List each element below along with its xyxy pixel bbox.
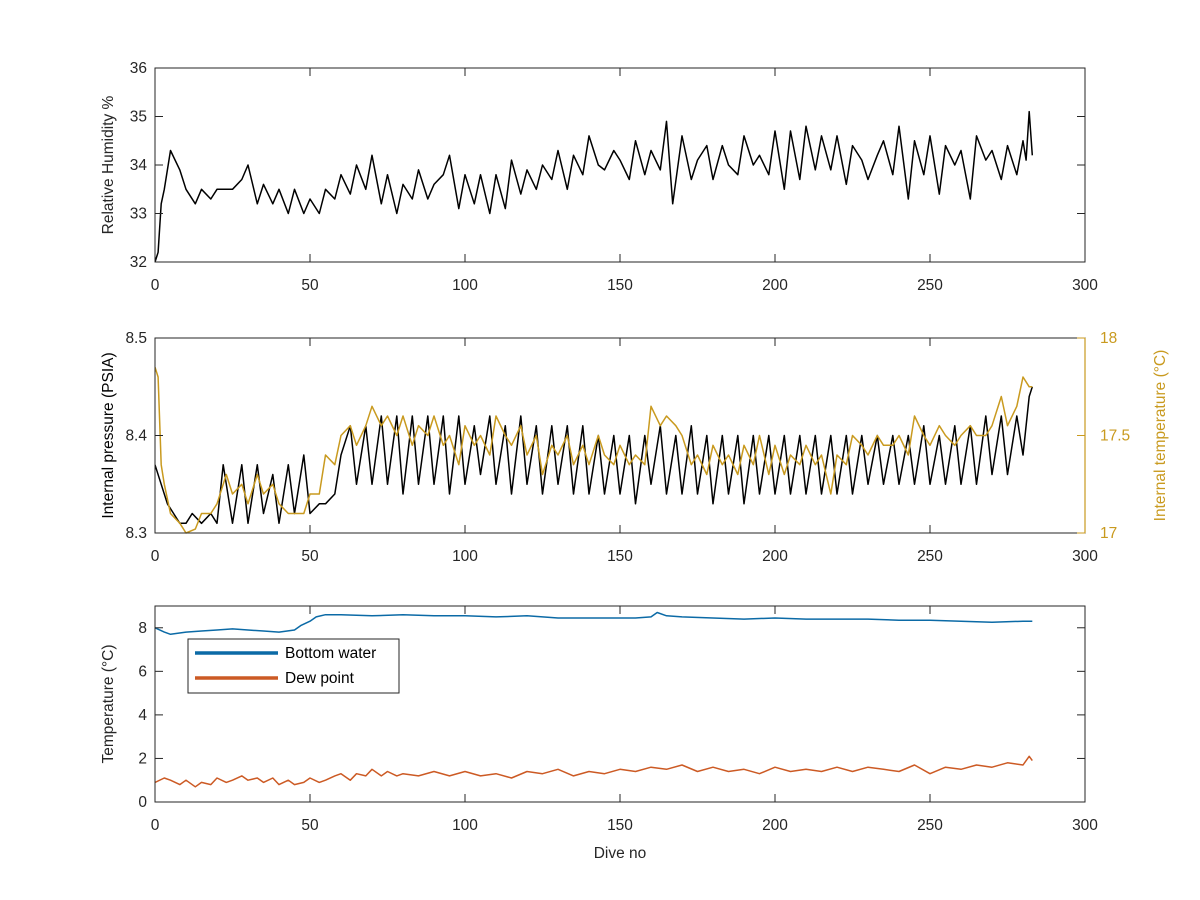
y-tick-label: 2 xyxy=(138,750,147,767)
y-axis-right-label: Internal temperature (°C) xyxy=(1152,350,1169,522)
x-tick-label: 300 xyxy=(1072,817,1098,834)
y-tick-label: 36 xyxy=(130,60,147,77)
y-tick-label: 35 xyxy=(130,109,147,126)
y-tick-label: 4 xyxy=(138,707,147,724)
y-tick-label: 8.4 xyxy=(125,428,147,445)
y-tick-label: 8.3 xyxy=(125,525,147,542)
legend-label-bottom-water: Bottom water xyxy=(285,645,376,662)
x-tick-label: 50 xyxy=(301,817,319,834)
y-tick-label: 32 xyxy=(130,254,147,271)
axes-box xyxy=(154,605,1086,803)
chart-panel-1: 0 50 100 150 200 250 300 32 33 34 35 36 Relative Hum… xyxy=(100,60,1098,294)
chart-panel-3: 0 50 100 150 200 250 300 0 2 4 6 8 Temperature (°C) D… xyxy=(100,605,1098,862)
y-tick-label: 34 xyxy=(130,157,148,174)
x-tick-label: 50 xyxy=(301,277,319,294)
y-axis-label: Internal pressure (PSIA) xyxy=(100,352,117,518)
axes-box xyxy=(154,67,1086,263)
y-tick-label: 0 xyxy=(138,794,147,811)
y-tick-label: 6 xyxy=(138,663,147,680)
x-tick-label: 150 xyxy=(607,817,633,834)
bottom-water-line xyxy=(155,611,1033,636)
x-tick-label: 250 xyxy=(917,817,943,834)
x-tick-label: 100 xyxy=(452,548,478,565)
x-tick-label: 50 xyxy=(301,548,319,565)
x-tick-label: 250 xyxy=(917,277,943,294)
x-tick-label: 0 xyxy=(151,277,160,294)
y-axis-label: Temperature (°C) xyxy=(100,644,117,763)
y-tick-right-label: 17.5 xyxy=(1100,428,1130,445)
x-tick-label: 200 xyxy=(762,817,788,834)
x-tick-label: 150 xyxy=(607,548,633,565)
y-tick-label: 8 xyxy=(138,620,147,637)
y-tick-label: 8.5 xyxy=(125,330,147,347)
x-axis-label: Dive no xyxy=(594,845,647,862)
y-tick-label: 33 xyxy=(130,206,147,223)
x-tick-label: 0 xyxy=(151,548,160,565)
x-tick-label: 0 xyxy=(151,817,160,834)
y-tick-right-label: 17 xyxy=(1100,525,1117,542)
x-tick-label: 150 xyxy=(607,277,633,294)
legend-box xyxy=(187,638,400,694)
x-tick-label: 200 xyxy=(762,277,788,294)
series-1-line xyxy=(155,386,1034,525)
dew-point-line xyxy=(155,755,1033,788)
x-tick-label: 300 xyxy=(1072,277,1098,294)
y-tick-right-label: 18 xyxy=(1100,330,1117,347)
y-axis-label: Relative Humidity % xyxy=(100,95,117,234)
chart-panel-2: 0 50 100 150 200 250 300 8.3 8.4 8.5 17 17.5 18 Inter… xyxy=(100,330,1169,565)
series-2-line xyxy=(155,366,1033,534)
x-tick-label: 200 xyxy=(762,548,788,565)
x-tick-label: 300 xyxy=(1072,548,1098,565)
series-1-line xyxy=(155,110,1034,263)
x-tick-label: 100 xyxy=(452,277,478,294)
legend-label-dew-point: Dew point xyxy=(285,670,355,687)
x-tick-label: 100 xyxy=(452,817,478,834)
x-tick-label: 250 xyxy=(917,548,943,565)
legend: Bottom water Dew point xyxy=(187,638,400,694)
